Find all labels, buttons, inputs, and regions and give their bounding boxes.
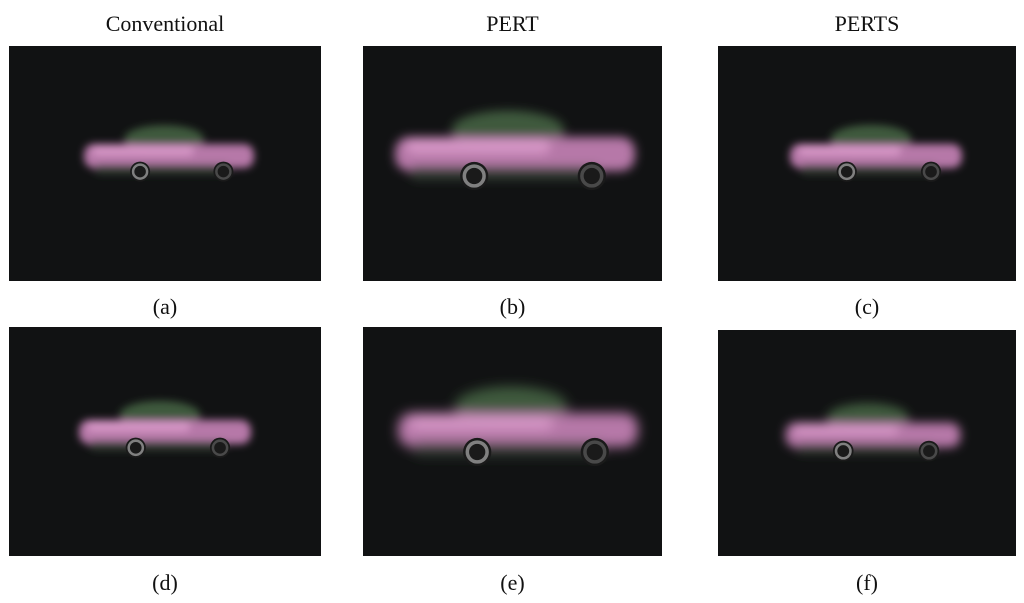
car-image [718,46,1016,281]
panel-label: (e) [353,570,673,596]
car-image [9,327,321,556]
panel-label: (b) [353,294,673,320]
panel-label: (a) [5,294,325,320]
car-image [9,46,321,281]
panel-label: (d) [5,570,325,596]
column-header: PERT [353,11,673,37]
figure: ConventionalPERTPERTS(a)(b)(c)(d)(e)(f) … [0,0,1024,603]
car-image [718,330,1016,556]
car-image [363,46,662,281]
column-header: PERTS [707,11,1024,37]
column-header: Conventional [5,11,325,37]
panel-label: (f) [707,570,1024,596]
panel-label: (c) [707,294,1024,320]
car-image [363,327,662,556]
